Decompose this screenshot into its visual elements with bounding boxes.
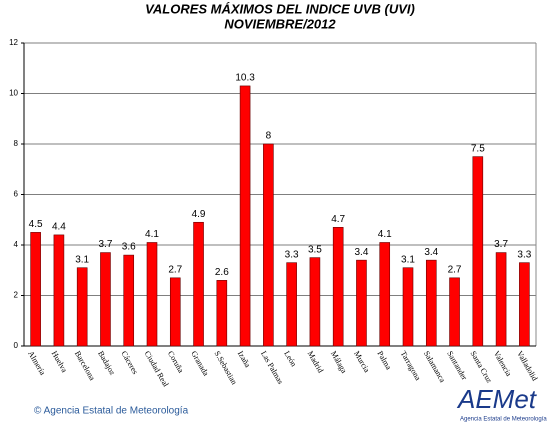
x-tick-label: Santa Cruz [468, 349, 494, 384]
x-tick-label: Coruña [166, 349, 186, 374]
x-tick-label: Valencia [492, 349, 514, 378]
value-label: 10.3 [235, 73, 255, 84]
chart-subtitle: NOVIEMBRE/2012 [224, 16, 336, 31]
bar [356, 259, 367, 347]
value-label: 3.3 [517, 249, 531, 260]
x-tick-label: Murcia [352, 349, 372, 374]
x-tick-label: Santander [445, 349, 469, 382]
bar [379, 242, 391, 347]
value-label: 2.7 [168, 264, 182, 275]
x-tick-label: S.Sebastian [212, 349, 238, 386]
value-label: 3.1 [75, 254, 89, 265]
bar [472, 156, 484, 347]
bar [30, 232, 41, 347]
x-tick-label: Barcelona [73, 349, 97, 382]
bar [519, 262, 530, 347]
bar [193, 221, 204, 347]
y-tick-label: 10 [9, 89, 18, 98]
x-tick-label: Almería [26, 349, 47, 377]
x-tick-label: Granada [189, 349, 211, 377]
value-label: 3.3 [285, 249, 299, 260]
value-label: 2.6 [215, 267, 229, 278]
bar [309, 257, 321, 347]
value-label: 3.1 [401, 254, 415, 265]
chart-title: VALORES MÁXIMOS DEL INDICE UVB (UVI) [145, 1, 415, 16]
bar [76, 267, 88, 347]
x-tick-label: Cáceres [119, 349, 139, 375]
value-label: 2.7 [448, 264, 462, 275]
bar [263, 143, 274, 347]
bar [449, 277, 460, 347]
y-tick-label: 8 [14, 139, 19, 148]
value-label: 3.7 [99, 239, 113, 250]
bar [53, 234, 65, 347]
x-tick-label: Salamanca [422, 349, 447, 384]
x-tick-label: Las Palmas [259, 349, 285, 385]
bar [286, 262, 297, 347]
logo-subtitle: Agencia Estatal de Meteorología [460, 417, 547, 423]
x-tick-label: Tarragona [399, 349, 423, 382]
logo: AEMet [456, 384, 538, 414]
bar [146, 242, 158, 347]
value-label: 3.6 [122, 242, 136, 253]
y-tick-label: 12 [9, 38, 18, 47]
value-label: 4.1 [145, 229, 159, 240]
x-tick-label: Valladolid [515, 349, 539, 382]
y-tick-label: 2 [14, 291, 19, 300]
x-tick-label: Badajoz [96, 349, 117, 377]
x-tick-label: Huelva [50, 349, 70, 374]
bar [100, 252, 111, 347]
value-label: 3.7 [494, 239, 508, 250]
x-tick-label: Ciudad Real [143, 349, 171, 389]
x-tick-label: Málaga [329, 349, 349, 375]
bar [123, 254, 135, 347]
y-tick-label: 0 [14, 341, 19, 350]
value-label: 3.4 [424, 247, 438, 258]
value-label: 4.1 [378, 229, 392, 240]
value-label: 4.5 [29, 219, 43, 230]
y-tick-label: 4 [14, 240, 19, 249]
bar [169, 277, 181, 347]
bar [425, 259, 437, 347]
x-tick-label: León [282, 349, 298, 368]
bar [495, 252, 507, 347]
y-tick-label: 6 [14, 190, 19, 199]
x-tick-label: Palma [375, 349, 393, 371]
value-label: 7.5 [471, 143, 485, 154]
bar [402, 267, 414, 347]
copyright: © Agencia Estatal de Meteorología [34, 406, 189, 417]
value-label: 3.5 [308, 244, 322, 255]
value-label: 3.4 [355, 247, 369, 258]
value-label: 4.7 [331, 214, 345, 225]
bar [216, 280, 228, 347]
bar [239, 85, 251, 347]
bar [332, 227, 344, 347]
value-label: 4.9 [192, 209, 206, 220]
value-label: 8 [266, 131, 272, 142]
x-tick-label: Izaña [236, 349, 253, 369]
x-tick-label: Madrid [306, 349, 326, 374]
value-label: 4.4 [52, 222, 66, 233]
